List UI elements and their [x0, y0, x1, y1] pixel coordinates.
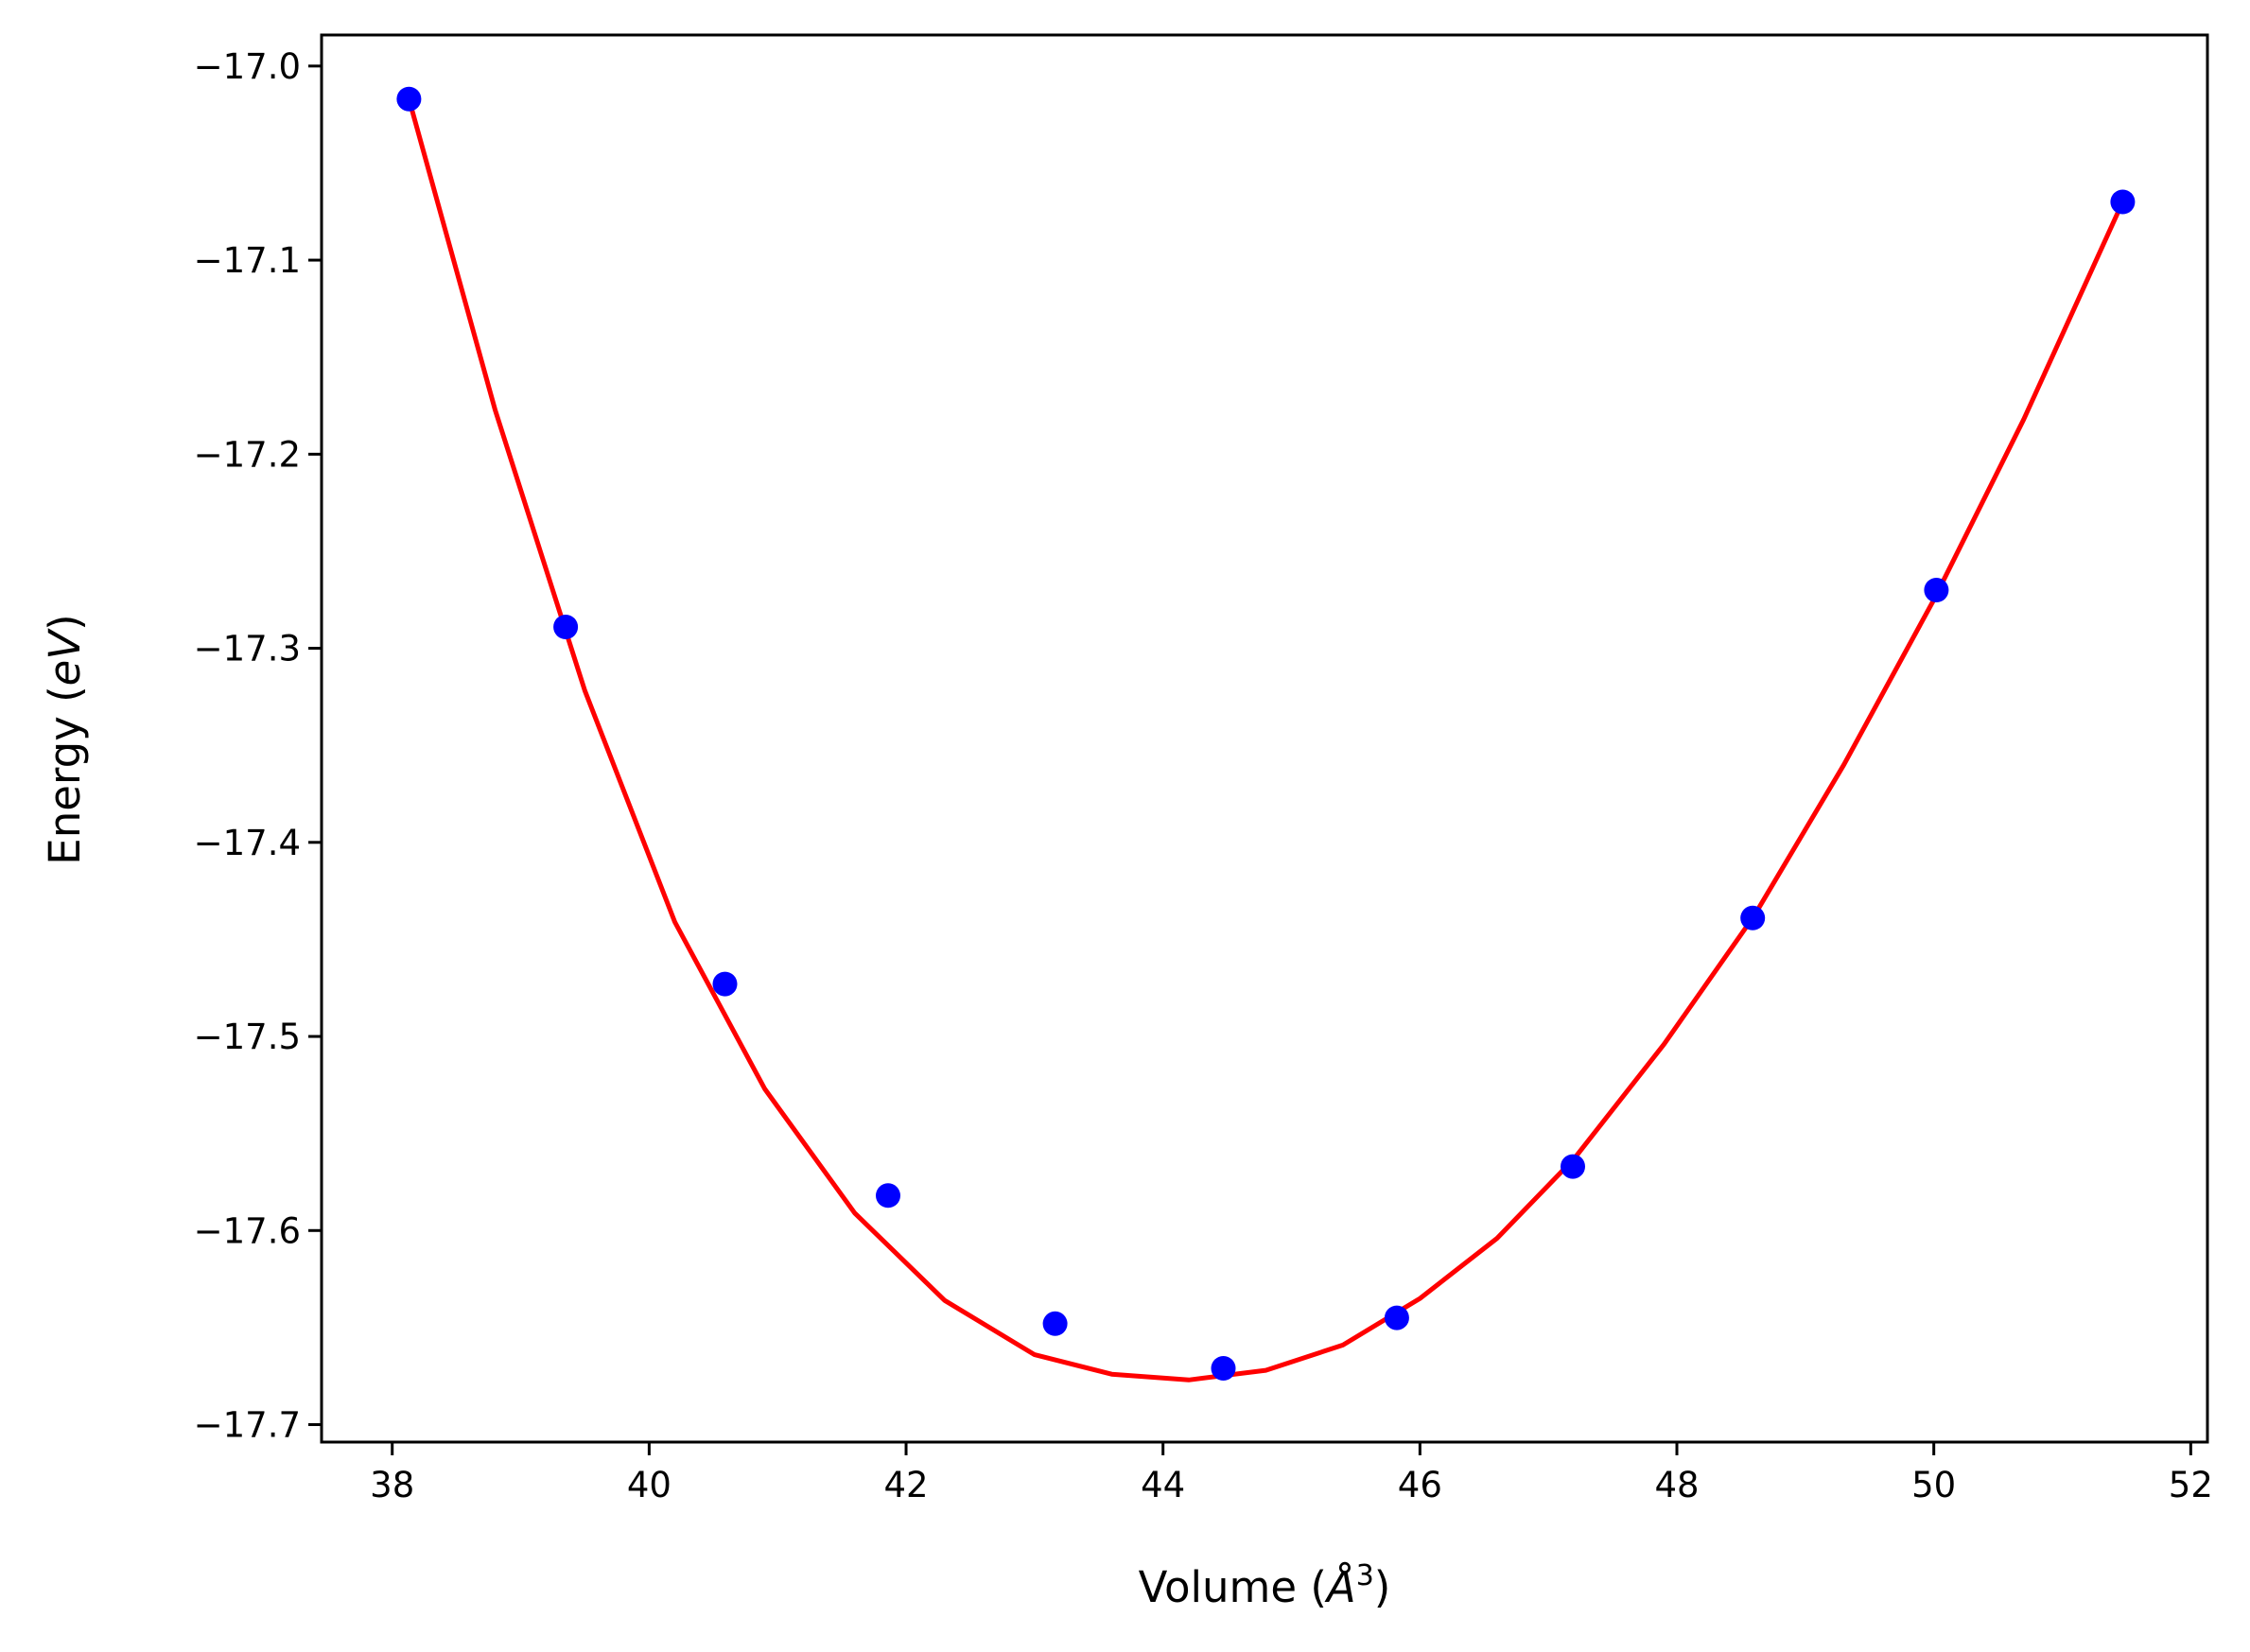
y-tick-label: −17.5 [194, 1017, 301, 1057]
data-point [1561, 1154, 1585, 1179]
x-tick-label: 48 [1654, 1465, 1699, 1505]
data-point [1042, 1311, 1068, 1336]
x-tick-label: 42 [883, 1465, 928, 1505]
x-tick-label: 46 [1398, 1465, 1442, 1505]
y-tick-label: −17.0 [194, 46, 301, 87]
data-point [396, 86, 422, 112]
x-tick-label: 50 [1911, 1465, 1956, 1505]
data-point [1384, 1305, 1409, 1330]
y-tick-label: −17.3 [194, 629, 301, 669]
y-tick-label: −17.1 [194, 240, 301, 281]
y-tick-label: −17.6 [194, 1210, 301, 1251]
x-tick-label: 52 [2169, 1465, 2213, 1505]
x-axis: 38 40 42 44 46 48 50 52 [370, 1442, 2213, 1505]
plot-frame [320, 33, 2209, 1444]
fit-curve [406, 98, 2125, 1382]
data-point [1740, 905, 1766, 930]
y-tick-label: −17.7 [194, 1405, 301, 1446]
y-axis-label: Energy (eV) [40, 614, 90, 864]
data-point [876, 1183, 900, 1209]
x-tick-label: 44 [1141, 1465, 1185, 1505]
x-tick-label: 40 [627, 1465, 672, 1505]
y-tick-label: −17.4 [194, 823, 301, 863]
data-point [1211, 1356, 1236, 1381]
plot-layer [396, 86, 2136, 1382]
x-tick-label: 38 [370, 1465, 414, 1505]
y-axis: −17.0 −17.1 −17.2 −17.3 −17.4 −17.5 −17.6 −17.7 [194, 46, 322, 1446]
data-point [553, 615, 579, 639]
data-point [1924, 578, 1949, 602]
data-point [712, 971, 738, 997]
x-axis-label: Volume (Å3) [1139, 1559, 1391, 1612]
data-point [2110, 189, 2136, 215]
y-tick-label: −17.2 [194, 434, 301, 475]
